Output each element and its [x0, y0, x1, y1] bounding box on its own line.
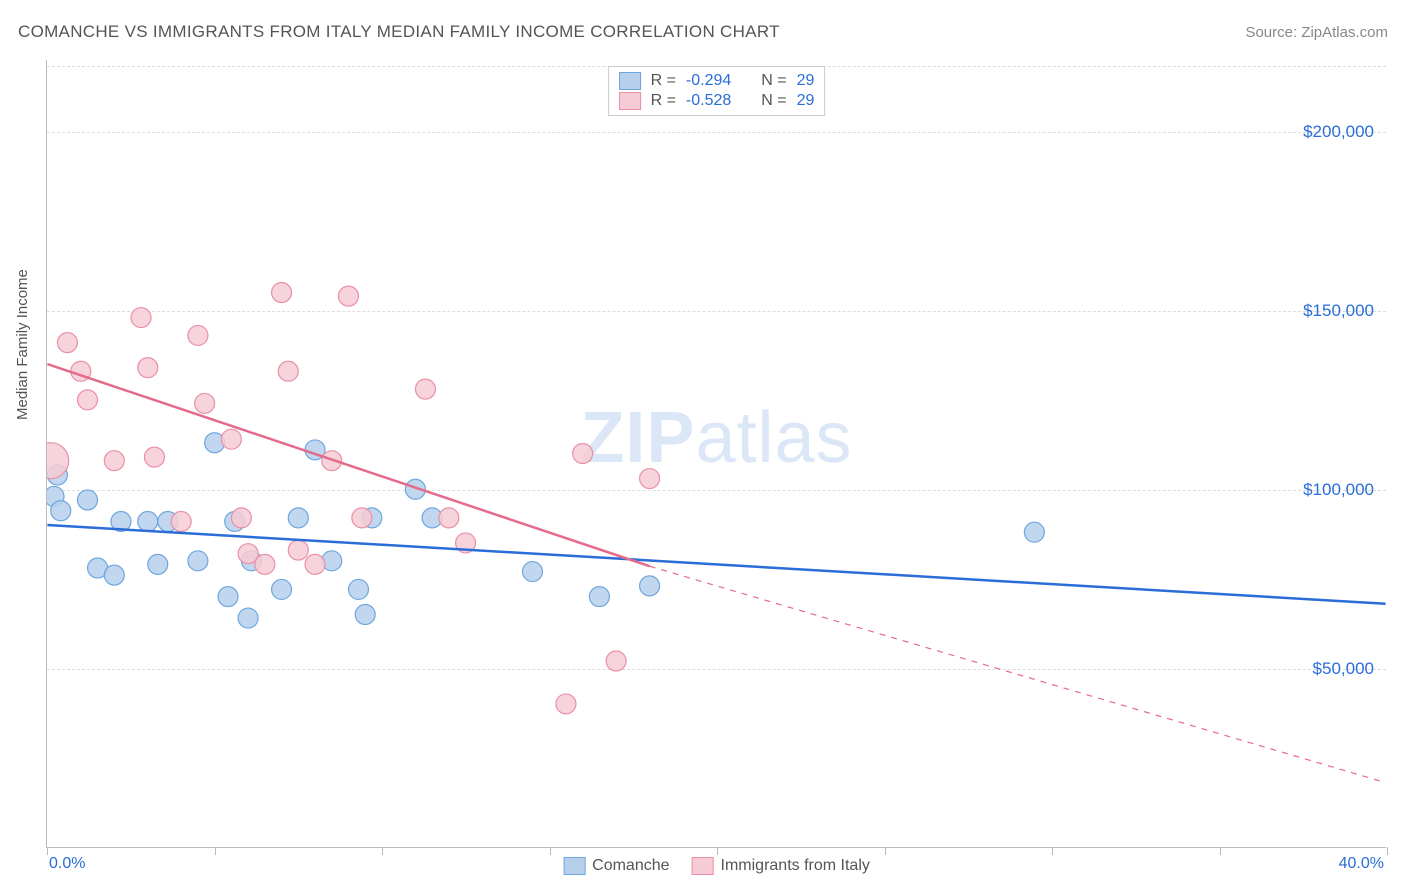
chart-title: COMANCHE VS IMMIGRANTS FROM ITALY MEDIAN…: [18, 22, 780, 42]
data-point: [51, 501, 71, 521]
x-axis-start-label: 0.0%: [49, 855, 85, 873]
data-point: [171, 511, 191, 531]
x-tick: [1220, 847, 1221, 855]
x-tick: [885, 847, 886, 855]
data-point: [218, 587, 238, 607]
data-point: [188, 551, 208, 571]
data-point: [138, 511, 158, 531]
data-point: [138, 358, 158, 378]
data-point: [188, 325, 208, 345]
data-point: [355, 604, 375, 624]
data-point: [349, 579, 369, 599]
legend-item-series-1: Immigrants from Italy: [692, 857, 870, 875]
plot-svg: [47, 60, 1386, 847]
y-axis-label: Median Family Income: [14, 269, 31, 420]
data-point: [415, 379, 435, 399]
correlation-legend: R = -0.294 N = 29 R = -0.528 N = 29: [608, 66, 826, 116]
x-tick: [717, 847, 718, 855]
data-point: [338, 286, 358, 306]
x-tick: [382, 847, 383, 855]
data-point: [556, 694, 576, 714]
swatch-series-0: [619, 72, 641, 90]
data-point: [238, 608, 258, 628]
data-point: [221, 429, 241, 449]
data-point: [288, 508, 308, 528]
data-point: [640, 469, 660, 489]
data-point: [305, 554, 325, 574]
data-point: [131, 308, 151, 328]
trend-line: [47, 364, 649, 566]
data-point: [104, 451, 124, 471]
data-point: [573, 444, 593, 464]
data-point: [148, 554, 168, 574]
data-point: [78, 390, 98, 410]
data-point: [57, 333, 77, 353]
swatch-series-0-bottom: [563, 857, 585, 875]
data-point: [78, 490, 98, 510]
data-point: [231, 508, 251, 528]
data-point: [640, 576, 660, 596]
x-tick: [1052, 847, 1053, 855]
x-tick: [215, 847, 216, 855]
trend-line: [650, 566, 1386, 782]
swatch-series-1-bottom: [692, 857, 714, 875]
data-point: [255, 554, 275, 574]
data-point: [288, 540, 308, 560]
series-legend: Comanche Immigrants from Italy: [563, 857, 870, 875]
data-point: [522, 562, 542, 582]
legend-row-series-1: R = -0.528 N = 29: [619, 91, 815, 111]
x-tick: [550, 847, 551, 855]
data-point: [272, 283, 292, 303]
swatch-series-1: [619, 92, 641, 110]
plot-area: ZIPatlas R = -0.294 N = 29 R = -0.528 N …: [46, 60, 1386, 848]
legend-item-series-0: Comanche: [563, 857, 669, 875]
data-point: [1024, 522, 1044, 542]
data-point: [195, 393, 215, 413]
x-tick: [47, 847, 48, 855]
legend-row-series-0: R = -0.294 N = 29: [619, 71, 815, 91]
title-bar: COMANCHE VS IMMIGRANTS FROM ITALY MEDIAN…: [18, 22, 1388, 42]
data-point: [104, 565, 124, 585]
data-point: [439, 508, 459, 528]
data-point: [278, 361, 298, 381]
data-point: [272, 579, 292, 599]
x-tick: [1387, 847, 1388, 855]
x-axis-end-label: 40.0%: [1339, 855, 1384, 873]
source-label: Source: ZipAtlas.com: [1245, 24, 1388, 41]
data-point: [589, 587, 609, 607]
data-point: [144, 447, 164, 467]
data-point: [352, 508, 372, 528]
data-point: [606, 651, 626, 671]
